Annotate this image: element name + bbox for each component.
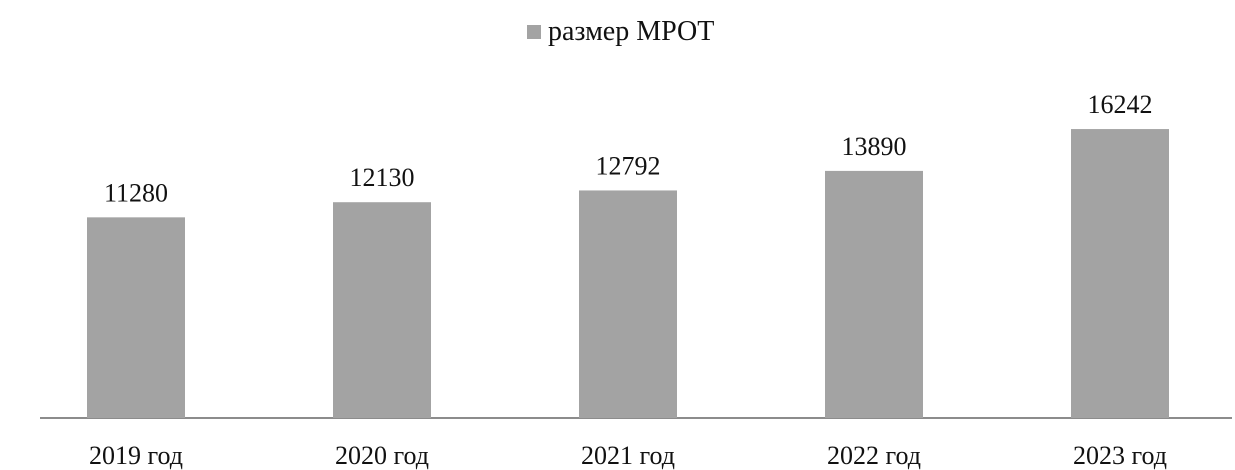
bar-1 [333,202,431,418]
bar-3 [825,170,923,418]
bar-2 [579,190,677,418]
value-label-3: 13890 [842,132,907,161]
x-tick-label-1: 2020 год [335,441,429,470]
value-labels-group: 11280 12130 12792 13890 16242 [104,90,1153,207]
x-tick-label-3: 2022 год [827,441,921,470]
value-label-1: 12130 [350,163,415,192]
bar-4 [1071,129,1169,419]
value-label-0: 11280 [104,178,168,207]
value-label-2: 12792 [596,151,661,180]
chart-legend: размер МРОТ [527,16,714,47]
legend-swatch [527,25,541,39]
x-tick-labels-group: 2019 год 2020 год 2021 год 2022 год 2023 год [89,441,1167,470]
bar-0 [87,217,185,418]
legend-label: размер МРОТ [548,16,714,47]
value-label-4: 16242 [1088,90,1153,119]
bars-group [87,129,1169,419]
x-tick-label-0: 2019 год [89,441,183,470]
x-tick-label-2: 2021 год [581,441,675,470]
x-tick-label-4: 2023 год [1073,441,1167,470]
